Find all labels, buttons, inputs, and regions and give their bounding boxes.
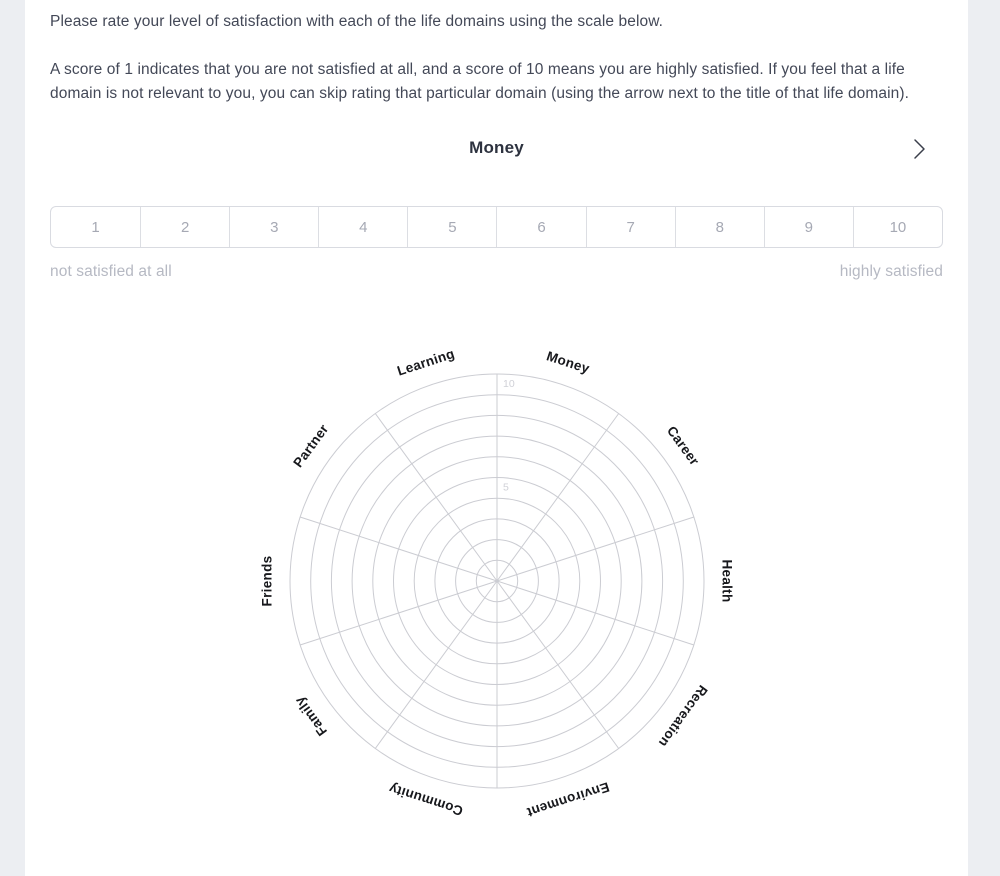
life-wheel-svg: 5 10 Money Career Health Recreation Environmen…: [259, 346, 734, 820]
rating-option-7[interactable]: 7: [585, 207, 675, 247]
domain-header: Money: [50, 134, 943, 162]
grid-spoke: [496, 580, 694, 646]
rating-option-8[interactable]: 8: [674, 207, 764, 247]
survey-card: Please rate your level of satisfaction w…: [25, 0, 968, 876]
rating-option-6[interactable]: 6: [496, 207, 585, 247]
grid-spoke: [496, 580, 619, 749]
skip-domain-button[interactable]: [909, 135, 929, 163]
domain-label-learning: Learning: [395, 346, 456, 379]
domain-label-family: Family: [291, 694, 329, 739]
scale-min-label: not satisfied at all: [50, 263, 172, 280]
domain-label-environment: Environment: [524, 779, 610, 820]
rating-option-9[interactable]: 9: [763, 207, 853, 247]
rating-option-10[interactable]: 10: [852, 207, 942, 247]
instructions-paragraph-2: A score of 1 indicates that you are not …: [50, 61, 910, 102]
ring-tick-label: 10: [503, 378, 515, 390]
rating-option-2[interactable]: 2: [140, 207, 229, 247]
rating-option-1[interactable]: 1: [91, 218, 100, 236]
rating-option-5[interactable]: 5: [407, 207, 496, 247]
domain-label-money: Money: [544, 348, 591, 376]
instructions-paragraph-1: Please rate your level of satisfaction w…: [50, 13, 664, 30]
rating-scale: 1 2 3 4 5 6 7 8 9 10: [50, 206, 943, 248]
domain-label-health: Health: [719, 559, 734, 602]
domain-label-friends: Friends: [259, 556, 274, 607]
grid-spoke: [299, 516, 497, 582]
ring-tick-label: 5: [503, 482, 509, 494]
scale-labels: not satisfied at all highly satisfied: [50, 263, 943, 281]
domain-label-community: Community: [386, 781, 464, 819]
life-wheel-chart: 5 10 Money Career Health Recreation Environmen…: [50, 331, 943, 831]
domain-label-partner: Partner: [290, 421, 331, 470]
rating-option-4[interactable]: 4: [318, 207, 407, 247]
rating-option-3[interactable]: 3: [229, 207, 318, 247]
scale-max-label: highly satisfied: [839, 263, 943, 280]
domain-title: Money: [469, 138, 524, 157]
domain-label-recreation: Recreation: [655, 682, 710, 750]
grid-spoke: [496, 413, 619, 582]
chevron-right-icon: [914, 139, 925, 159]
grid-spoke: [374, 580, 497, 749]
grid-spoke: [496, 516, 694, 582]
grid-spoke: [374, 413, 497, 582]
domain-label-career: Career: [663, 423, 702, 468]
grid-spoke: [299, 580, 497, 646]
